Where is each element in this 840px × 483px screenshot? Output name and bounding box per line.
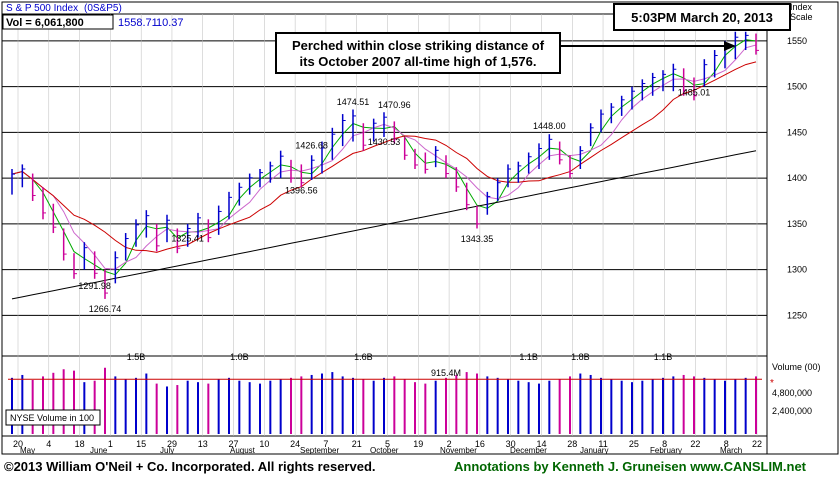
nyse-volume-box [5, 409, 101, 426]
price-tick-label: 1350 [787, 219, 807, 229]
date-tick-label: 11 [598, 439, 607, 449]
month-label: October [370, 446, 399, 455]
price-point-label: 1430.53 [368, 137, 401, 147]
price-point-label: 1291.98 [78, 281, 111, 291]
volume-peak-label: 915.4M [431, 368, 461, 378]
price-point-label: 1485.01 [678, 87, 711, 97]
volume-peak-label: 1.8B [571, 352, 590, 362]
date-tick-label: 7 [323, 439, 328, 449]
date-tick-label: 22 [690, 439, 700, 449]
date-tick-label: 20 [13, 439, 23, 449]
price-tick-label: 1500 [787, 82, 807, 92]
date-tick-label: 29 [167, 439, 177, 449]
price-tick-label: 1400 [787, 173, 807, 183]
date-tick-label: 14 [536, 439, 546, 449]
date-tick-label: 4 [46, 439, 51, 449]
volume-axis-ticks: 4,800,000 2,400,000 [772, 388, 812, 416]
date-tick-label: 10 [259, 439, 269, 449]
month-label: January [580, 446, 608, 455]
ma-50-line [11, 61, 757, 253]
price-axis-ticks: 1250 1300 1350 1400 1450 1500 1550 [787, 36, 807, 321]
price-tick-label: 1300 [787, 265, 807, 275]
ma-200-line [11, 150, 757, 300]
timestamp-box [613, 3, 791, 31]
volume-tick-label: 2,400,000 [772, 406, 812, 416]
volume-tick-label: 4,800,000 [772, 388, 812, 398]
price-point-label: 1426.68 [295, 141, 328, 151]
volume-peak-labels: 1.5B 1.0B 1.6B 915.4M 1.1B 1.8B 1.1B [127, 352, 673, 378]
price-point-label: 1474.51 [337, 97, 370, 107]
date-tick-label: 8 [724, 439, 729, 449]
nyse-volume-label: NYSE Volume in 100 [10, 413, 94, 423]
volume-marker-star: * [770, 378, 774, 389]
volume-bars [8, 367, 762, 434]
month-label: July [160, 446, 174, 455]
month-label: September [300, 446, 339, 455]
scale-label-2: Scale [790, 12, 813, 22]
price-tick-label: 1550 [787, 36, 807, 46]
price-point-label: 1343.35 [461, 234, 494, 244]
date-tick-label: 22 [752, 439, 762, 449]
date-tick-label: 27 [229, 439, 239, 449]
date-tick-label: 5 [385, 439, 390, 449]
last-price: 1558.71 [118, 17, 158, 29]
date-tick-label: 1 [108, 439, 113, 449]
date-tick-label: 24 [290, 439, 300, 449]
date-tick-label: 19 [413, 439, 423, 449]
price-point-label: 1396.56 [285, 185, 318, 195]
price-point-label: 1325.41 [171, 233, 204, 243]
month-label: February [650, 446, 682, 455]
vol-info-box [2, 14, 114, 30]
date-tick-label: 13 [198, 439, 208, 449]
annotations-footer: Annotations by Kenneth J. Gruneisen www.… [454, 459, 806, 474]
date-tick-label: 2 [447, 439, 452, 449]
date-tick-label: 28 [567, 439, 577, 449]
grid-lines [2, 40, 767, 316]
month-label: December [510, 446, 547, 455]
annotation-box [275, 32, 561, 74]
month-label: August [230, 446, 256, 455]
price-tick-label: 1250 [787, 310, 807, 320]
vertical-grid-lines [17, 14, 758, 436]
vol-label: Vol = 6,061,800 [6, 17, 84, 29]
index-name: S & P 500 Index [6, 3, 78, 14]
price-bars [11, 31, 759, 299]
date-tick-label: 21 [352, 439, 362, 449]
month-label: May [20, 446, 35, 455]
month-label: June [90, 446, 108, 455]
date-tick-label: 16 [475, 439, 485, 449]
month-labels: May June July August September October Novembe… [20, 446, 742, 455]
annotation-arrow-head [724, 41, 736, 51]
date-tick-label: 25 [629, 439, 639, 449]
date-tick-label: 30 [506, 439, 516, 449]
date-tick-label: 18 [75, 439, 85, 449]
copyright-footer: ©2013 William O'Neil + Co. Incorporated.… [4, 459, 376, 474]
date-tick-label: 15 [136, 439, 146, 449]
date-tick-label: 8 [662, 439, 667, 449]
volume-peak-label: 1.5B [127, 352, 146, 362]
annotation-line-2: its October 2007 all-time high of 1,576. [300, 54, 537, 69]
price-point-label: 1448.00 [533, 121, 566, 131]
volume-label: Volume (00) [772, 362, 821, 372]
price-point-label: 1470.96 [378, 100, 411, 110]
annotation-line-1: Perched within close striking distance o… [292, 38, 545, 53]
volume-peak-label: 1.1B [654, 352, 673, 362]
month-label: November [440, 446, 477, 455]
date-axis-ticks: 20 4 18 1 15 29 13 27 10 24 7 21 5 19 2 16 30 14 28 11 25 8 22… [13, 439, 762, 449]
scale-label-1: Index [790, 2, 813, 12]
price-point-label: 1266.74 [89, 304, 122, 314]
volume-peak-label: 1.1B [519, 352, 538, 362]
price-tick-label: 1450 [787, 127, 807, 137]
month-label: March [720, 446, 742, 455]
volume-peak-label: 1.6B [354, 352, 373, 362]
date-axis-panel [1, 435, 768, 455]
price-point-labels: 1291.98 1266.74 1325.41 1426.68 1396.56 1474.… [78, 87, 710, 314]
volume-peak-label: 1.0B [230, 352, 249, 362]
index-symbol: (0S&P5) [84, 3, 122, 14]
price-change: 10.37 [156, 17, 184, 29]
timestamp: 5:03PM March 20, 2013 [631, 10, 773, 25]
